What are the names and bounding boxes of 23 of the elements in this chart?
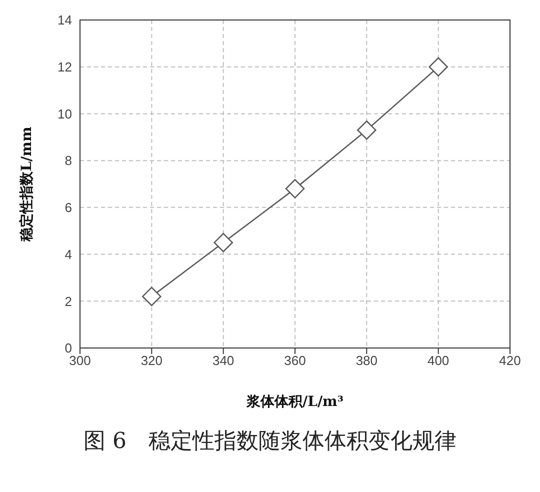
y-tick-label: 4 xyxy=(64,246,72,262)
point xyxy=(428,57,448,77)
x-tick-label: 340 xyxy=(212,353,234,368)
text: 图 6 稳定性指数随浆体体积变化规律 xyxy=(82,428,458,456)
y-tick-label: 10 xyxy=(58,106,72,122)
x-tick-label: 300 xyxy=(69,353,91,368)
y-axis-title: 稳定性指数L/mm xyxy=(18,126,35,242)
y-tick-label: 2 xyxy=(64,294,72,309)
y-tick-label: 6 xyxy=(64,200,72,216)
x-tick-label: 380 xyxy=(356,353,378,368)
y-tick-label: 14 xyxy=(58,12,72,28)
point xyxy=(357,120,376,140)
y-tick-label: 12 xyxy=(58,59,72,74)
point xyxy=(142,286,162,306)
point xyxy=(214,232,233,252)
x-tick-label: 320 xyxy=(140,353,163,368)
x-tick-label: 360 xyxy=(284,353,306,368)
y-tick-label: 0 xyxy=(64,340,72,356)
y-tick-label: 8 xyxy=(64,153,72,168)
x-axis-title: 浆体体积/L/m³ xyxy=(245,394,344,410)
x-tick-label: 400 xyxy=(427,353,450,368)
x-tick-label: 420 xyxy=(499,353,521,368)
point xyxy=(285,179,305,198)
